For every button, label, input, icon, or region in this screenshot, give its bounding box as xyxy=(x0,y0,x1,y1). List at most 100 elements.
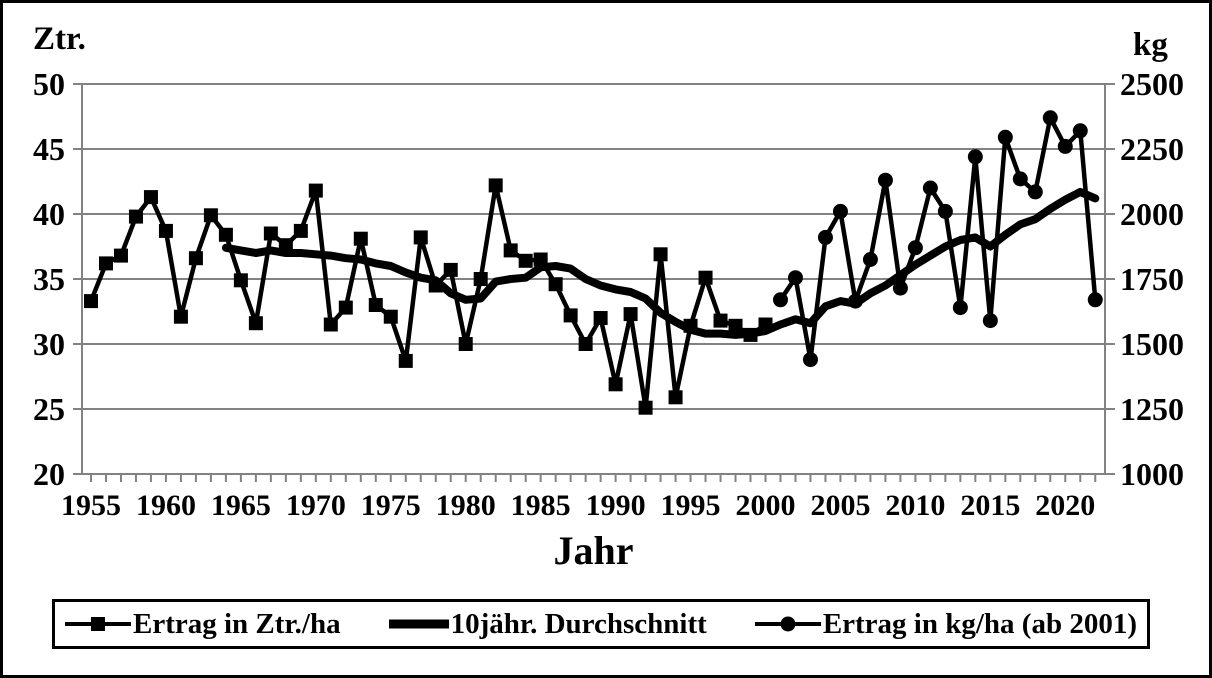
circle-marker-line-icon xyxy=(754,616,821,632)
circle-data-marker xyxy=(832,203,848,219)
square-data-marker xyxy=(518,253,533,268)
square-data-marker xyxy=(143,190,158,205)
y-tick-label-left: 35 xyxy=(33,261,65,297)
y-tick-label-right: 1250 xyxy=(1120,391,1184,427)
chart-plot: 20 1000 25 1250 30 1500 35 1750 40 2000 45 2250 50 25… xyxy=(33,66,1184,522)
square-data-marker xyxy=(128,209,143,224)
x-tick-label: 1985 xyxy=(511,489,571,522)
square-data-marker xyxy=(548,277,563,292)
x-tick-label: 1960 xyxy=(136,489,196,522)
x-tick-label: 2020 xyxy=(1035,489,1095,522)
x-tick-label: 2005 xyxy=(810,489,870,522)
square-data-marker xyxy=(608,377,623,392)
legend-label-kg: Ertrag in kg/ha (ab 2001) xyxy=(822,607,1137,640)
square-data-marker xyxy=(713,313,728,328)
legend-entry-ztr: Ertrag in Ztr./ha xyxy=(65,607,341,640)
legend-entry-kg: Ertrag in kg/ha (ab 2001) xyxy=(754,607,1137,640)
square-data-marker xyxy=(398,353,413,368)
x-tick-label: 1995 xyxy=(661,489,721,522)
x-tick-label: 2000 xyxy=(735,489,795,522)
square-data-marker xyxy=(158,223,173,238)
x-tick-label: 1955 xyxy=(61,489,121,522)
square-data-marker xyxy=(503,243,518,258)
square-data-marker xyxy=(173,309,188,324)
square-data-marker xyxy=(218,227,233,242)
y-tick-label-left: 40 xyxy=(33,196,65,232)
square-data-marker xyxy=(203,208,218,223)
chart-legend: Ertrag in Ztr./ha 10jähr. Durchschnitt E… xyxy=(52,599,1150,649)
circle-data-marker xyxy=(1087,292,1103,308)
square-data-marker xyxy=(233,273,248,288)
square-data-marker xyxy=(488,178,503,193)
y-tick-label-right: 1000 xyxy=(1120,456,1184,492)
square-data-marker xyxy=(353,231,368,246)
square-data-marker xyxy=(188,251,203,266)
circle-data-marker xyxy=(892,280,908,296)
square-data-marker xyxy=(338,300,353,315)
legend-entry-average: 10jähr. Durchschnitt xyxy=(388,607,707,640)
y-tick-label-left: 30 xyxy=(33,326,65,362)
square-data-marker xyxy=(98,256,113,271)
square-data-marker xyxy=(653,247,668,262)
square-data-marker xyxy=(113,248,128,263)
x-tick-label: 1980 xyxy=(436,489,496,522)
circle-data-marker xyxy=(997,129,1013,145)
circle-data-marker xyxy=(802,352,818,368)
square-data-marker xyxy=(248,316,263,331)
x-tick-label: 1975 xyxy=(361,489,421,522)
thick-line-icon xyxy=(388,619,449,629)
square-data-marker xyxy=(593,311,608,325)
circle-data-marker xyxy=(1027,184,1043,200)
square-data-marker xyxy=(383,309,398,324)
square-data-marker xyxy=(368,298,383,312)
square-data-marker xyxy=(458,337,473,351)
y-tick-label-left: 50 xyxy=(33,66,65,102)
circle-data-marker xyxy=(982,313,998,329)
y-tick-label-right: 1750 xyxy=(1120,261,1184,297)
y-tick-label-left: 45 xyxy=(33,131,65,167)
circle-data-marker xyxy=(862,252,878,267)
x-tick-label: 1965 xyxy=(211,489,271,522)
x-tick-label: 2010 xyxy=(885,489,945,522)
x-tick-label: 1990 xyxy=(586,489,646,522)
x-tick-label: 1970 xyxy=(286,489,346,522)
circle-data-marker xyxy=(922,180,938,196)
circle-data-marker xyxy=(952,300,968,316)
circle-data-marker xyxy=(787,270,803,286)
square-data-marker xyxy=(638,400,653,415)
circle-data-marker xyxy=(1012,171,1028,187)
square-data-marker xyxy=(323,317,338,332)
square-data-marker xyxy=(413,230,428,245)
square-data-marker xyxy=(668,390,683,405)
circle-data-marker xyxy=(877,172,893,188)
y-tick-label-left: 25 xyxy=(33,391,65,427)
circle-data-marker xyxy=(937,203,953,219)
circle-data-marker xyxy=(967,149,983,165)
y-tick-label-right: 2500 xyxy=(1120,66,1184,102)
series-line-square xyxy=(88,183,768,410)
circle-data-marker xyxy=(817,229,833,245)
square-data-marker xyxy=(698,270,713,285)
legend-label-ztr: Ertrag in Ztr./ha xyxy=(133,607,341,640)
square-data-marker xyxy=(308,183,323,198)
series-line-circle xyxy=(778,115,1098,362)
left-axis-unit-label: Ztr. xyxy=(33,21,86,57)
circle-data-marker xyxy=(1057,138,1073,154)
circle-data-marker xyxy=(907,240,923,256)
square-data-marker xyxy=(578,337,593,351)
y-tick-label-right: 2000 xyxy=(1120,196,1184,232)
square-marker-line-icon xyxy=(65,617,131,631)
right-axis-unit-label: kg xyxy=(1133,27,1168,63)
square-data-marker xyxy=(293,223,308,238)
y-tick-label-right: 2250 xyxy=(1120,131,1184,167)
y-tick-label-right: 1500 xyxy=(1120,326,1184,362)
circle-data-marker xyxy=(772,292,788,308)
circle-data-marker xyxy=(1072,123,1088,139)
circle-data-marker xyxy=(847,293,863,309)
x-tick-label: 2015 xyxy=(960,489,1020,522)
square-data-marker xyxy=(728,318,743,333)
circle-data-marker xyxy=(1042,110,1058,126)
y-tick-label-left: 20 xyxy=(33,456,65,492)
square-data-marker xyxy=(623,307,638,322)
legend-label-average: 10jähr. Durchschnitt xyxy=(450,607,707,640)
